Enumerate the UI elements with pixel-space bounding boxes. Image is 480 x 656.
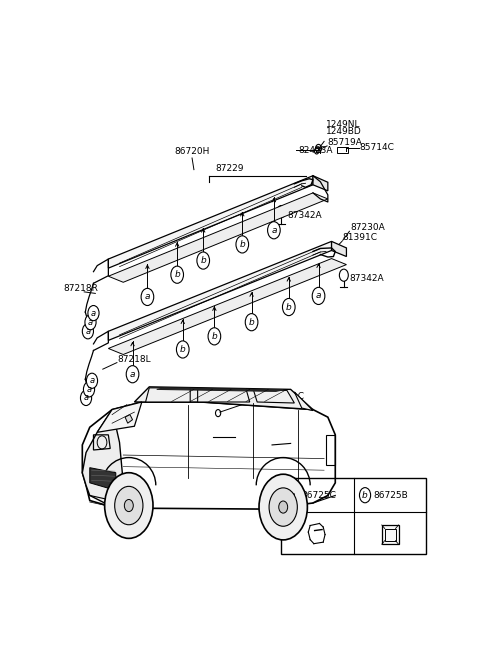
Text: 87218L: 87218L [118,355,151,363]
Circle shape [126,365,139,383]
Circle shape [81,390,92,405]
Circle shape [85,315,96,330]
Bar [385,529,396,541]
Text: a: a [130,370,135,379]
Text: a: a [290,491,295,500]
Circle shape [312,287,325,304]
Text: 87229: 87229 [215,163,243,173]
Bar [382,525,398,544]
Bar [326,435,335,465]
Text: 87230A: 87230A [350,223,385,232]
Text: 86725B: 86725B [373,491,408,500]
Circle shape [124,499,133,512]
Text: b: b [286,302,292,312]
Polygon shape [294,392,313,411]
Circle shape [177,341,189,358]
Polygon shape [97,402,142,432]
Text: b: b [180,345,186,354]
Polygon shape [108,241,332,340]
Circle shape [86,373,97,388]
Text: b: b [249,318,254,327]
Text: a: a [89,377,95,385]
Circle shape [115,486,143,525]
Text: b: b [200,256,206,265]
Polygon shape [134,387,313,409]
Polygon shape [253,390,294,403]
Polygon shape [125,415,132,423]
Circle shape [269,488,297,526]
Text: a: a [271,226,276,235]
Text: 82423A: 82423A [298,146,333,155]
Text: 87342A: 87342A [349,274,384,283]
Polygon shape [90,468,116,491]
Text: a: a [316,291,321,300]
Circle shape [267,222,280,239]
Polygon shape [145,388,190,402]
Circle shape [208,328,221,345]
Bar [337,148,348,154]
Circle shape [197,252,210,269]
Text: b: b [174,270,180,279]
Text: a: a [86,385,92,394]
Circle shape [236,236,249,253]
Circle shape [282,298,295,316]
Polygon shape [108,176,313,268]
Polygon shape [108,193,328,282]
Circle shape [279,501,288,513]
Polygon shape [83,409,123,508]
Circle shape [171,266,183,283]
Text: 1249BD: 1249BD [326,127,362,136]
Bar [281,478,426,554]
Text: b: b [212,332,217,341]
Text: a: a [91,308,96,318]
Circle shape [83,323,94,339]
Circle shape [88,306,99,321]
Circle shape [339,269,348,281]
Text: b: b [240,240,245,249]
Text: 87218R: 87218R [64,284,98,293]
Text: a: a [84,394,89,402]
Text: 86720H: 86720H [174,148,210,157]
Circle shape [259,474,307,540]
Text: 87342A: 87342A [287,211,322,220]
Polygon shape [313,176,328,191]
Circle shape [287,487,298,502]
Circle shape [84,382,95,397]
Polygon shape [108,258,347,354]
Polygon shape [156,388,283,392]
Circle shape [277,205,286,218]
Text: 81391C: 81391C [343,234,378,242]
Circle shape [245,314,258,331]
Text: a: a [88,318,93,327]
Text: a: a [85,327,90,336]
Text: 85719A: 85719A [328,138,363,148]
Text: 1249NL: 1249NL [326,119,360,129]
Circle shape [105,473,153,539]
Polygon shape [198,388,250,402]
Text: b: b [362,491,368,500]
Circle shape [141,289,154,306]
Text: 1221AC: 1221AC [270,392,305,401]
Text: 85714C: 85714C [360,144,395,152]
Polygon shape [332,241,347,256]
Circle shape [360,487,371,502]
Text: 86725C: 86725C [301,491,336,500]
Text: a: a [144,293,150,301]
